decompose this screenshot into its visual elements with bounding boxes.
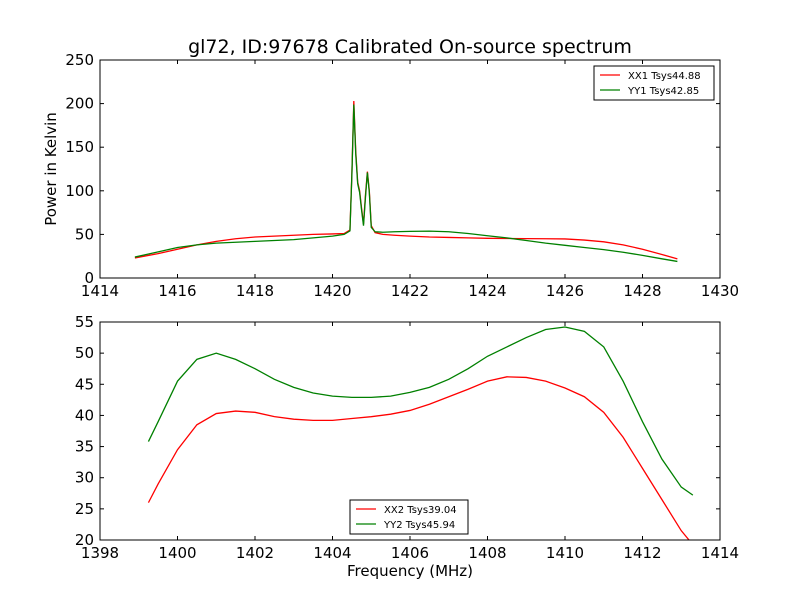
- legend-entry-label: YY2 Tsys45.94: [383, 520, 455, 531]
- x-tick-label: 1430: [701, 282, 739, 300]
- x-tick-label: 1412: [623, 544, 661, 562]
- series-line-yy1: [134, 104, 678, 263]
- y-tick-label: 30: [75, 469, 94, 487]
- x-tick-label: 1404: [313, 544, 351, 562]
- legend-entry-label: XX1 Tsys44.88: [628, 71, 701, 82]
- x-axis-label: Frequency (MHz): [347, 562, 473, 580]
- y-axis-label: Power in Kelvin: [42, 112, 60, 226]
- y-tick-label: 25: [75, 500, 94, 518]
- legend: XX2 Tsys39.04 YY2 Tsys45.94: [349, 499, 469, 535]
- x-tick-label: 1400: [158, 544, 196, 562]
- legend-box: [593, 65, 715, 101]
- y-tick-label: 20: [75, 531, 94, 549]
- y-tick-label: 100: [65, 182, 94, 200]
- x-tick-label: 1406: [391, 544, 429, 562]
- x-tick-label: 1398: [81, 544, 119, 562]
- legend-entry-label: XX2 Tsys39.04: [384, 505, 457, 516]
- y-tick-label: 150: [65, 138, 94, 156]
- x-tick-label: 1410: [546, 544, 584, 562]
- x-tick-label: 1414: [81, 282, 119, 300]
- x-tick-label: 1418: [236, 282, 274, 300]
- y-tick-label: 40: [75, 406, 94, 424]
- chart-title: gl72, ID:97678 Calibrated On-source spec…: [188, 36, 632, 58]
- top-panel-plot: 1414 1416 1418 1420 1422 1424 1426 1428 1430 0 50 1…: [42, 51, 739, 300]
- x-tick-label: 1422: [391, 282, 429, 300]
- y-tick-label: 35: [75, 438, 94, 456]
- x-tick-label: 1428: [623, 282, 661, 300]
- x-tick-label: 1416: [158, 282, 196, 300]
- bottom-panel-plot: 1398 1400 1402 1404 1406 1408 1410 1412 1414 20 25…: [75, 313, 739, 580]
- y-tick-label: 50: [75, 225, 94, 243]
- legend: XX1 Tsys44.88 YY1 Tsys42.85: [593, 65, 715, 101]
- x-tick-label: 1414: [701, 544, 739, 562]
- series-line-xx2: [147, 376, 690, 540]
- y-tick-label: 200: [65, 95, 94, 113]
- y-tick-label: 55: [75, 313, 94, 331]
- x-tick-label: 1402: [236, 544, 274, 562]
- x-tick-label: 1424: [468, 282, 506, 300]
- x-tick-label: 1408: [468, 544, 506, 562]
- x-tick-label: 1426: [546, 282, 584, 300]
- series-line-yy2: [147, 326, 694, 496]
- legend-box: [349, 499, 469, 535]
- y-tick-label: 50: [75, 344, 94, 362]
- y-tick-label: 250: [65, 51, 94, 69]
- y-tick-label: 0: [84, 269, 94, 287]
- legend-entry-label: YY1 Tsys42.85: [627, 86, 699, 97]
- y-tick-label: 45: [75, 375, 94, 393]
- x-tick-label: 1420: [313, 282, 351, 300]
